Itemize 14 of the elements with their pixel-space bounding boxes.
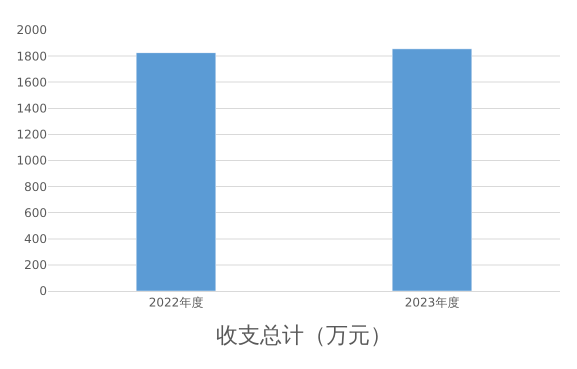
x-axis-title: 收支总计（万元） <box>216 323 392 348</box>
y-tick-label: 0 <box>39 284 47 298</box>
y-tick-label: 2000 <box>16 23 47 38</box>
y-tick-label: 600 <box>24 206 47 220</box>
x-tick-label: 2023年度 <box>404 295 460 310</box>
y-tick-label: 1000 <box>16 154 47 168</box>
y-tick-label: 1800 <box>16 49 47 64</box>
y-tick-label: 1200 <box>16 128 47 142</box>
y-tick-label: 1400 <box>16 102 47 116</box>
y-tick-label: 800 <box>24 180 47 194</box>
x-tick-label: 2022年度 <box>148 295 204 310</box>
y-tick-label: 1600 <box>16 75 47 90</box>
y-tick-label: 400 <box>24 232 47 246</box>
y-tick-label: 200 <box>24 258 47 272</box>
